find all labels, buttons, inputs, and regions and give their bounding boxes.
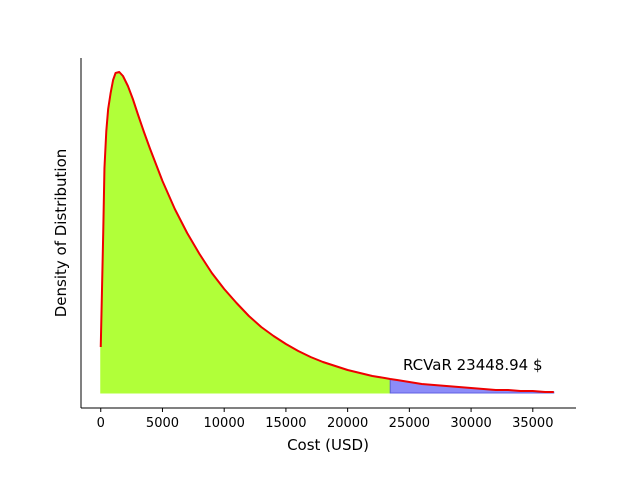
- x-axis-label: Cost (USD): [287, 436, 369, 454]
- x-tick-label: 35000: [512, 416, 553, 431]
- x-tick-label: 15000: [265, 416, 306, 431]
- x-tick-label: 10000: [204, 416, 245, 431]
- body-area-fill: [100, 71, 391, 394]
- rcvar-annotation: RCVaR 23448.94 $: [403, 356, 543, 374]
- curve-layer: [99, 71, 554, 393]
- y-axis-label: Density of Distribution: [52, 149, 70, 318]
- x-tick-label: 5000: [146, 416, 179, 431]
- x-ticks-layer: 0 5000 10000 15000 20000 25000 30000 35000: [97, 408, 553, 431]
- density-curve-line: [99, 71, 554, 393]
- fill-layer: [100, 71, 555, 394]
- x-tick-label: 0: [97, 416, 105, 431]
- x-tick-label: 20000: [327, 416, 368, 431]
- x-tick-label: 30000: [450, 416, 491, 431]
- x-tick-label: 25000: [389, 416, 430, 431]
- axes-layer: [80, 58, 576, 409]
